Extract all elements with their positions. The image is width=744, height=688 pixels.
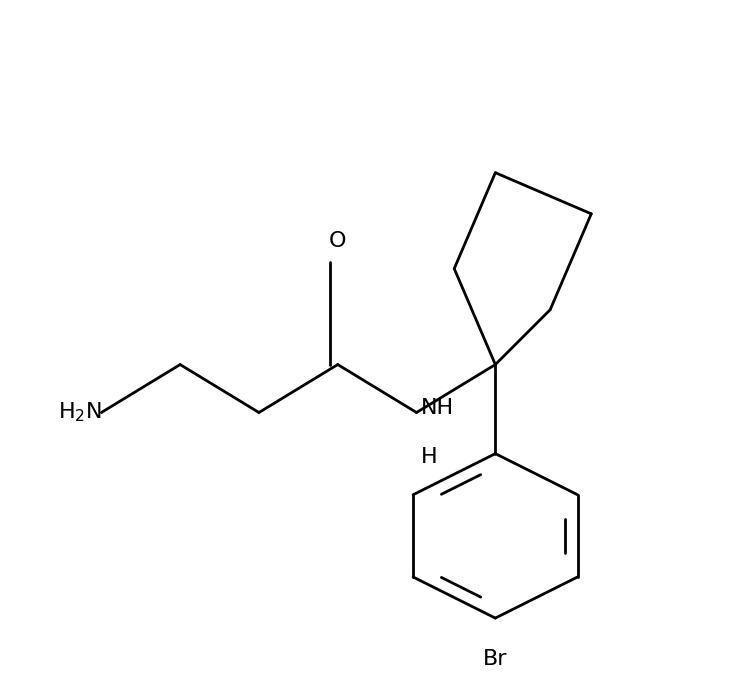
Text: Br: Br: [483, 649, 507, 669]
Text: H$_2$N: H$_2$N: [57, 400, 101, 424]
Text: NH: NH: [421, 398, 455, 418]
Text: H: H: [421, 447, 438, 466]
Text: O: O: [329, 231, 347, 251]
